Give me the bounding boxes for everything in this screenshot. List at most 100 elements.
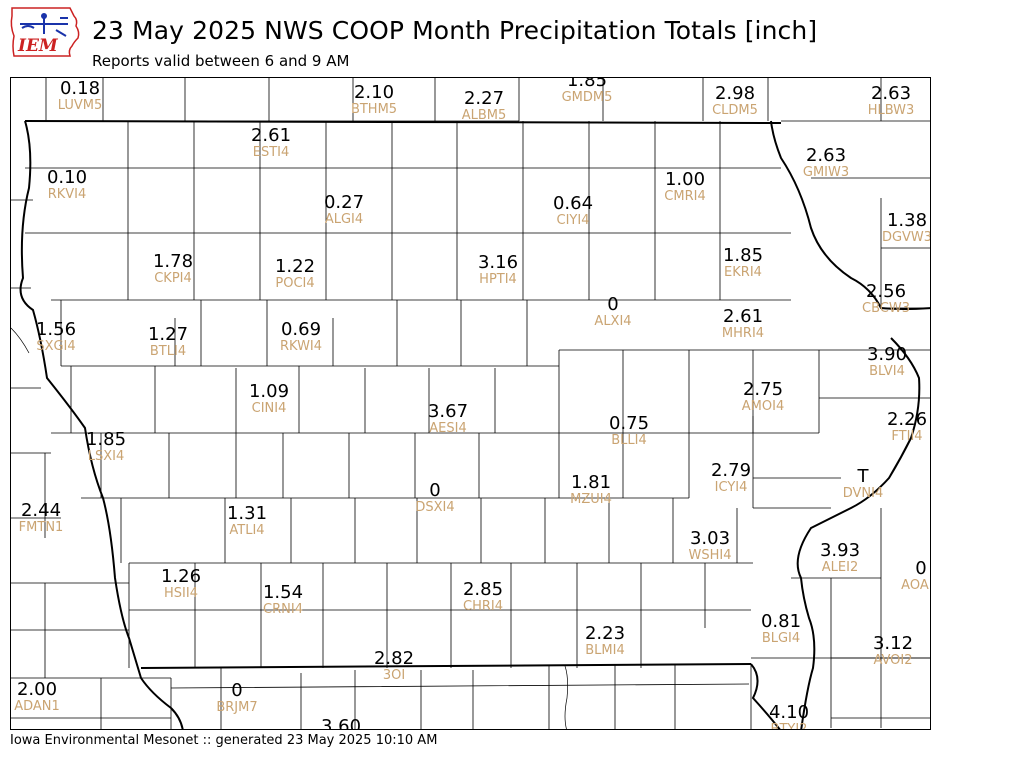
precip-value: 1.38 [886,210,928,231]
station-id: CINI4 [251,401,287,416]
station-AOAI2: 0 AOAI2 [901,558,930,593]
station-id: HPTI4 [479,272,517,287]
station-id: CMRI4 [664,189,706,204]
precip-value: 0.27 [323,192,365,213]
station-id: MHRI4 [721,326,765,341]
station-ALBM5: 2.27 ALBM5 [462,90,507,123]
station-id: ICYI4 [714,480,748,495]
station-ATLI4: 1.31 ATLI4 [226,503,268,538]
station-id: FTII4 [891,429,923,444]
station-MHRI4: 2.61 MHRI4 [721,308,765,341]
station-id: BTYI2 [770,722,808,730]
station-id: AMOI4 [741,399,785,414]
station-BTHM5: 2.10 BTHM5 [350,84,398,117]
station-id: CIYI4 [556,213,590,228]
precip-value: 2.63 [805,145,847,166]
station-ESTI4: 2.61 ESTI4 [250,125,292,160]
precip-value: 1.85 [722,245,764,266]
station-id: ALEI2 [821,560,859,575]
precip-value: 1.27 [147,324,189,345]
station-ALGI4: 0.27 ALGI4 [323,192,365,227]
precip-value: 0.75 [608,413,650,434]
station-HSII4: 1.26 HSII4 [161,568,201,601]
station-id: RKWI4 [279,339,323,354]
station-LUVM5: 0.18 LUVM5 [57,78,103,113]
precip-value: 2.61 [250,125,292,146]
station-DVNI4: T DVNI4 [843,466,884,501]
station-CMRI4: 1.00 CMRI4 [664,169,706,204]
station-GMDM5: 1.85 GMDM5 [562,78,613,104]
station-BTLI4: 1.27 BTLI4 [147,324,189,359]
precip-value: 3.90 [866,344,908,365]
precip-value: 1.78 [152,251,194,272]
map-subtitle: Reports valid between 6 and 9 AM [92,52,350,70]
precip-value: 0.69 [280,319,322,340]
station-AMOI4: 2.75 AMOI4 [741,381,785,414]
station-id: BRJM7 [216,700,258,715]
station-POCI4: 1.22 POCI4 [275,258,315,291]
station-id: BTLI4 [149,344,187,359]
station-BTYI2: 4.10 BTYI2 [769,704,809,730]
station-DGVW3: 1.38 DGVW3 [881,210,931,245]
precip-value: 1.56 [35,319,77,340]
station-SXGI4: 1.56 SXGI4 [35,319,77,354]
station-id: LUVM5 [57,98,103,113]
station-GMIW3: 2.63 GMIW3 [803,145,849,180]
precip-value: 2.79 [710,460,752,481]
station-FTII4: 2.26 FTII4 [887,411,927,444]
station-id: CHRI4 [462,599,503,614]
precip-value: 2.63 [870,83,912,104]
station-BRJM7: 0 BRJM7 [216,680,258,715]
station-id: ALGI4 [324,212,364,227]
station-id: BTHM5 [350,102,398,117]
precip-value: 0 [231,680,243,701]
station-id: AESI4 [429,421,467,436]
iem-logo: IEM [8,6,84,60]
station-id: DSXI4 [415,500,455,515]
station-CRNI4: 1.54 CRNI4 [262,582,304,617]
precipitation-map: 0.18 LUVM5 2.10 BTHM5 2.27 ALBM5 1.85 GM… [10,77,931,730]
station-ALEI2: 3.93 ALEI2 [819,540,861,575]
station-id: BLGI4 [761,631,801,646]
precip-value: 2.44 [20,500,62,521]
precip-value: 1.81 [570,472,612,493]
precip-value: 2.85 [462,579,504,600]
precip-value: 3.60 [320,716,362,730]
precip-value: 4.10 [768,702,810,723]
station-AESI4: 3.67 AESI4 [428,403,468,436]
station-id: MZUI4 [570,492,612,507]
station-id: DGVW3 [881,230,931,245]
station-id: POCI4 [275,276,315,291]
station-id: ATLI4 [229,523,265,538]
precip-value: 1.09 [248,381,290,402]
precip-value: 0.64 [552,193,594,214]
station-id: AOAI2 [901,578,930,593]
station-CINI4: 1.09 CINI4 [248,381,290,416]
station-ADAN1: 2.00 ADAN1 [14,679,60,714]
precip-value: 1.31 [226,503,268,524]
precip-value: 1.54 [262,582,304,603]
precip-value: 2.23 [584,623,626,644]
station-EKRI4: 1.85 EKRI4 [722,245,764,280]
station-id: FMTN1 [18,520,64,535]
precip-value: 0.18 [59,78,101,99]
precip-value: 1.00 [664,169,706,190]
station-id: ESTI4 [252,145,290,160]
precip-value: 3.93 [819,540,861,561]
precip-value: 0 [607,294,619,315]
station-AVOI2: 3.12 AVOI2 [873,635,913,668]
station-BLMI4: 2.23 BLMI4 [584,623,626,658]
station-id: EKRI4 [724,265,762,280]
precip-value: T [857,466,869,487]
station-FMTN1: 2.44 FMTN1 [18,500,64,535]
station-3OI: 2.82 3OI [374,650,414,683]
precip-value: 0 [915,558,927,579]
station-MZUI4: 1.81 MZUI4 [570,472,612,507]
station-WSHI4: 3.03 WSHI4 [689,530,732,563]
iem-logo-graphic [10,7,80,57]
station-id: CRNI4 [263,602,303,617]
precip-value: 0.81 [760,611,802,632]
station-id: HSII4 [164,586,198,601]
precip-value: 2.00 [16,679,58,700]
station-BLGI4: 0.81 BLGI4 [760,611,802,646]
